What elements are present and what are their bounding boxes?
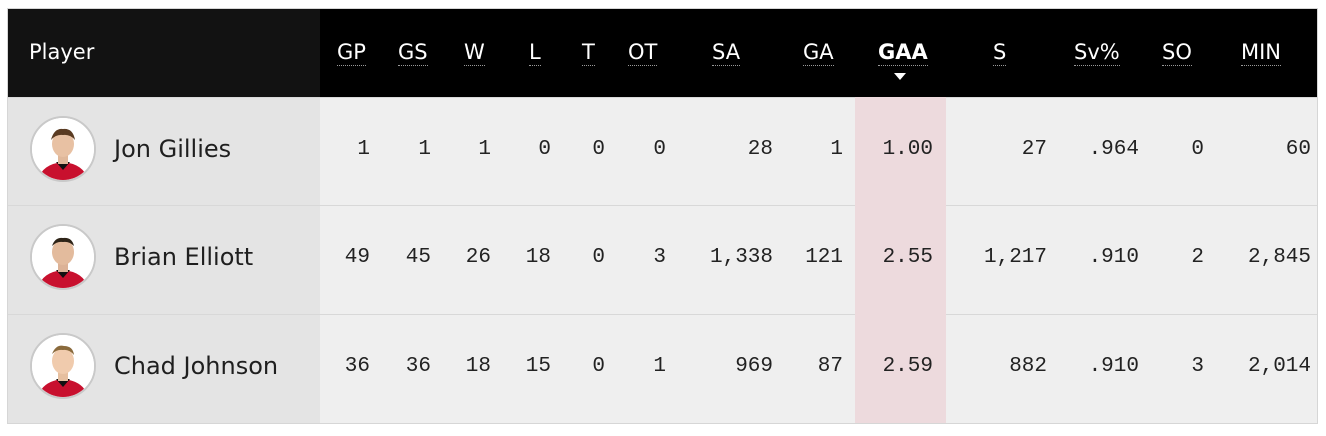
cell-so: 2 (1191, 246, 1204, 269)
cell-ot: 0 (653, 138, 666, 161)
cell-gs: 45 (405, 246, 431, 269)
column-header-ot[interactable]: OT (628, 40, 658, 66)
sort-descending-icon (894, 73, 906, 80)
cell-s: 882 (1009, 355, 1047, 378)
cell-svpct: .964 (1088, 138, 1139, 161)
player-name-link[interactable]: Chad Johnson (114, 352, 279, 380)
column-header-gp[interactable]: GP (337, 40, 366, 66)
player-avatar[interactable] (30, 333, 96, 399)
cell-w: 26 (465, 246, 491, 269)
cell-min: 2,845 (1247, 246, 1311, 269)
column-header-sa[interactable]: SA (712, 40, 741, 66)
cell-ot: 1 (653, 355, 666, 378)
cell-l: 0 (538, 138, 551, 161)
cell-gaa: 2.55 (882, 246, 933, 269)
player-name-link[interactable]: Jon Gillies (114, 135, 232, 163)
cell-t: 0 (592, 246, 605, 269)
column-header-s[interactable]: S (993, 40, 1007, 66)
cell-ot: 3 (653, 246, 666, 269)
cell-gs: 1 (418, 138, 431, 161)
cell-so: 3 (1191, 355, 1204, 378)
cell-gp: 49 (344, 246, 370, 269)
cell-svpct: .910 (1088, 246, 1139, 269)
cell-min: 60 (1285, 138, 1311, 161)
cell-gp: 1 (357, 138, 370, 161)
cell-t: 0 (592, 355, 605, 378)
column-header-l[interactable]: L (529, 40, 541, 66)
column-header-gaa[interactable]: GAA (878, 40, 928, 66)
column-header-so[interactable]: SO (1162, 40, 1192, 66)
cell-w: 18 (465, 355, 491, 378)
cell-sa: 28 (747, 138, 773, 161)
cell-s: 1,217 (983, 246, 1047, 269)
cell-sa: 1,338 (709, 246, 773, 269)
cell-gaa: 1.00 (882, 138, 933, 161)
goalie-stats-table: Player GP GS W L T OT SA GA GAA S Sv% SO… (7, 8, 1318, 424)
cell-so: 0 (1191, 138, 1204, 161)
column-header-w[interactable]: W (464, 40, 485, 66)
cell-l: 15 (525, 355, 551, 378)
cell-ga: 1 (830, 138, 843, 161)
table-header: Player GP GS W L T OT SA GA GAA S Sv% SO… (8, 9, 1317, 97)
table-row (8, 97, 1317, 206)
table-row (8, 205, 1317, 314)
sorted-column-highlight (855, 97, 946, 423)
cell-ga: 121 (805, 246, 843, 269)
cell-gs: 36 (405, 355, 431, 378)
cell-w: 1 (478, 138, 491, 161)
column-header-player[interactable]: Player (29, 40, 95, 64)
player-avatar[interactable] (30, 116, 96, 182)
column-header-gs[interactable]: GS (398, 40, 428, 66)
cell-t: 0 (592, 138, 605, 161)
cell-l: 18 (525, 246, 551, 269)
cell-svpct: .910 (1088, 355, 1139, 378)
cell-sa: 969 (735, 355, 773, 378)
column-header-ga[interactable]: GA (803, 40, 834, 66)
column-header-t[interactable]: T (582, 40, 595, 66)
column-header-svpct[interactable]: Sv% (1074, 40, 1120, 66)
cell-ga: 87 (817, 355, 843, 378)
player-name-link[interactable]: Brian Elliott (114, 243, 254, 271)
cell-min: 2,014 (1247, 355, 1311, 378)
cell-gp: 36 (344, 355, 370, 378)
player-avatar[interactable] (30, 224, 96, 290)
column-header-min[interactable]: MIN (1241, 40, 1282, 66)
cell-s: 27 (1021, 138, 1047, 161)
cell-gaa: 2.59 (882, 355, 933, 378)
